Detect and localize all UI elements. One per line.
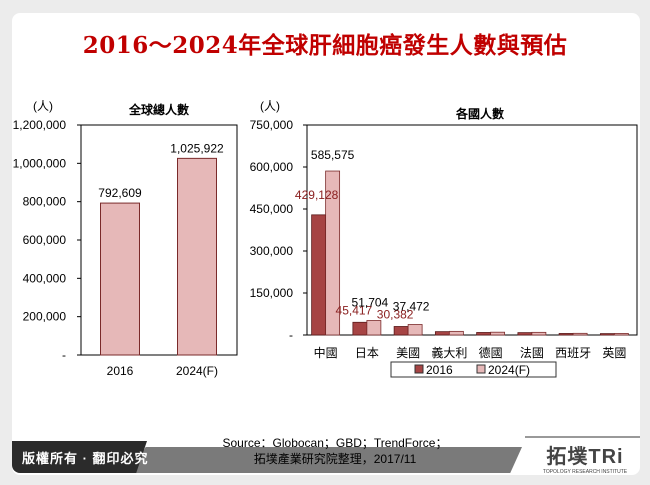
- bar-2016: [100, 202, 140, 356]
- y-tick-label: 600,000: [23, 233, 67, 247]
- y-tick-label: 1,000,000: [13, 156, 67, 170]
- data-label-2024: 585,575: [311, 148, 355, 162]
- y-tick-label: 200,000: [23, 310, 67, 324]
- bar-2016-英國: [599, 333, 615, 336]
- bar-2024-中國: [325, 170, 341, 336]
- source-line-1: Source：Globocan；GBD；TrendForce；: [222, 436, 448, 450]
- bar-2016-美國: [393, 326, 409, 336]
- x-tick-label: 中國: [314, 345, 338, 360]
- data-label-2016: 30,382: [377, 307, 414, 321]
- y-tick-label: -: [62, 348, 66, 362]
- legend-label-2016: 2016: [426, 363, 453, 377]
- data-label-2024: 51,704: [352, 296, 389, 310]
- bar-2016-中國: [311, 214, 327, 336]
- bar-2016-法國: [517, 332, 533, 336]
- footer-bar: [130, 447, 522, 473]
- legend-label-2024: 2024(F): [488, 363, 530, 377]
- data-label-2024: 37,472: [393, 300, 430, 314]
- bar-2024-西班牙: [572, 332, 588, 336]
- y-tick-label: 1,200,000: [13, 118, 67, 132]
- data-label: 792,609: [98, 186, 142, 200]
- y-tick-label: 450,000: [250, 202, 294, 216]
- x-tick-label: 美國: [396, 346, 420, 360]
- copyright-text: 版權所有 · 翻印必究: [22, 451, 149, 466]
- source-note: Source：Globocan；GBD；TrendForce； 拓墣產業研究院整…: [190, 435, 480, 467]
- data-label-2016: 429,128: [295, 188, 339, 202]
- logo-subtitle: TOPOLOGY RESEARCH INSTITUTE: [542, 469, 628, 475]
- bar-2024-英國: [613, 333, 629, 336]
- y-tick-label: -: [289, 328, 293, 342]
- logo-text: 拓墣TRi: [546, 446, 624, 468]
- x-tick-label: 日本: [355, 346, 379, 360]
- data-label-2016: 45,417: [336, 303, 373, 317]
- bar-2024(F): [177, 157, 217, 356]
- y-tick-label: 150,000: [250, 286, 294, 300]
- y-tick-label: 400,000: [23, 271, 67, 285]
- x-tick-label: 2016: [107, 364, 134, 378]
- copyright-banner: [12, 441, 147, 473]
- y-tick-label: 750,000: [250, 118, 294, 132]
- tri-logo: 拓墣TRi TOPOLOGY RESEARCH INSTITUTE: [535, 440, 635, 475]
- bar-2024-德國: [490, 331, 506, 336]
- footer-divider: [525, 436, 640, 438]
- x-tick-label: 英國: [602, 346, 626, 360]
- legend: [390, 361, 557, 378]
- y-axis-unit: (人): [260, 99, 280, 113]
- bar-2024-義大利: [448, 330, 464, 336]
- source-line-2: 拓墣產業研究院整理，2017/11: [253, 452, 417, 466]
- legend-swatch-2024: [476, 364, 486, 374]
- bar-2016-德國: [476, 332, 492, 336]
- bar-2016-西班牙: [558, 333, 574, 336]
- x-tick-label: 法國: [520, 346, 544, 360]
- x-tick-label: 德國: [479, 345, 503, 360]
- legend-swatch-2016: [414, 364, 424, 374]
- bar-2016-日本: [352, 321, 368, 336]
- page-title: 2016～2024年全球肝細胞癌發生人數與預估: [82, 32, 568, 59]
- plot-area-countries: [306, 124, 638, 336]
- x-tick-label: 西班牙: [555, 346, 591, 360]
- x-tick-label: 義大利: [431, 345, 467, 360]
- bar-2024-美國: [407, 324, 423, 336]
- y-tick-label: 600,000: [250, 160, 294, 174]
- x-tick-label: 2024(F): [176, 364, 218, 378]
- chart-title-global: 全球總人數: [128, 102, 189, 117]
- y-axis-unit: (人): [33, 99, 53, 113]
- y-tick-label: 800,000: [23, 195, 67, 209]
- y-tick-label: 300,000: [250, 244, 294, 258]
- chart-title-countries: 各國人數: [455, 106, 504, 121]
- data-label: 1,025,922: [170, 141, 224, 155]
- bar-2024-法國: [531, 331, 547, 336]
- bar-2024-日本: [366, 320, 382, 336]
- bar-2016-義大利: [434, 331, 450, 336]
